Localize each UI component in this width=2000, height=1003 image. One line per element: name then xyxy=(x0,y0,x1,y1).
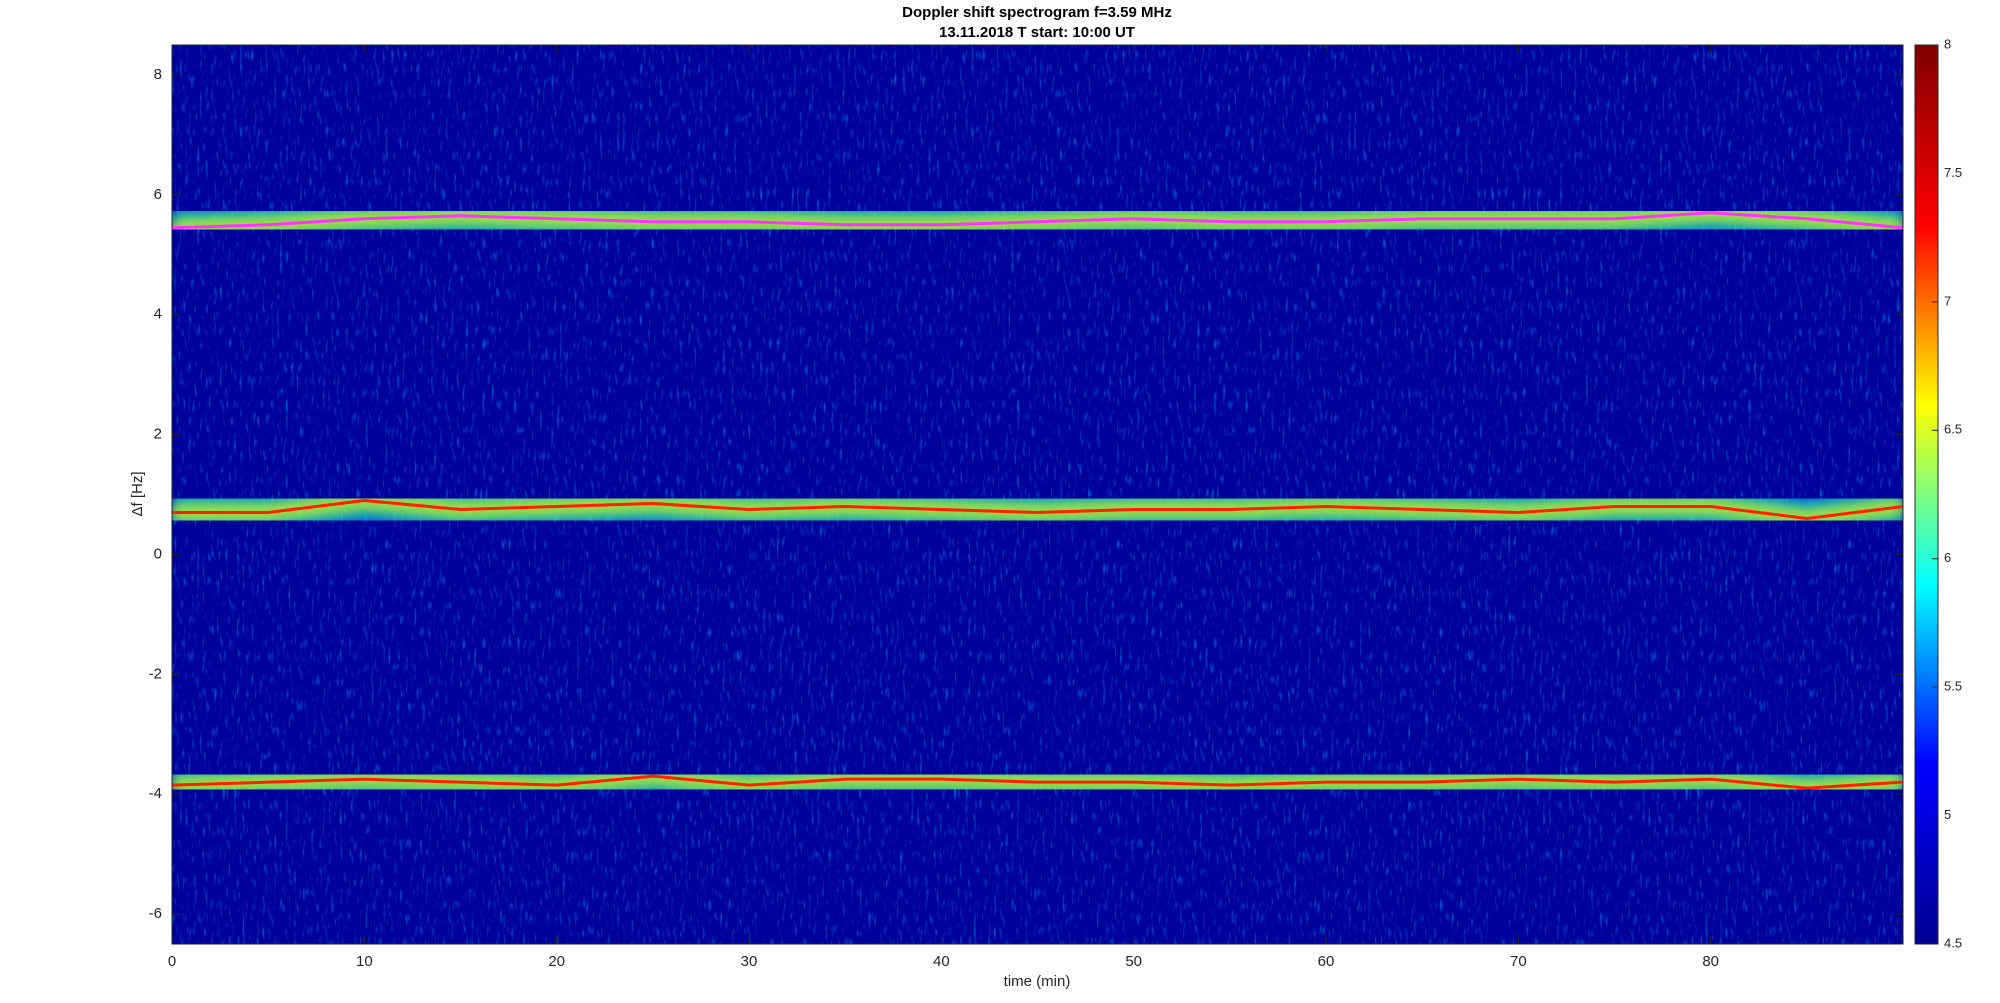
trace xyxy=(172,774,1903,790)
y-tick-label: -4 xyxy=(149,785,162,802)
plot-area xyxy=(172,45,1903,944)
x-tick-label: 20 xyxy=(548,953,565,970)
colorbar-tick-label: 6 xyxy=(1944,550,1951,565)
x-tick-label: 10 xyxy=(356,953,373,970)
y-tick-label: 6 xyxy=(154,186,162,203)
colorbar-tick-label: 5 xyxy=(1944,807,1951,822)
colorbar-tick-label: 4.5 xyxy=(1944,935,1962,950)
x-tick-label: 30 xyxy=(741,953,758,970)
x-axis-label: time (min) xyxy=(1004,973,1071,990)
x-tick-label: 70 xyxy=(1510,953,1527,970)
y-axis-label: Δf [Hz] xyxy=(129,471,146,516)
plot-frame xyxy=(171,44,1904,945)
x-tick-label: 40 xyxy=(933,953,950,970)
trace xyxy=(172,211,1903,230)
colorbar xyxy=(1914,44,1939,945)
y-tick-label: 0 xyxy=(154,545,162,562)
colorbar-tick-label: 8 xyxy=(1944,36,1951,51)
x-tick-label: 60 xyxy=(1318,953,1335,970)
x-tick-label: 50 xyxy=(1125,953,1142,970)
chart-subtitle: 13.11.2018 T start: 10:00 UT xyxy=(939,24,1135,41)
colorbar-tick-label: 6.5 xyxy=(1944,422,1962,437)
colorbar-tick-label: 7 xyxy=(1944,293,1951,308)
x-tick-label: 0 xyxy=(168,953,176,970)
colorbar-tick-label: 7.5 xyxy=(1944,165,1962,180)
y-tick-label: 8 xyxy=(154,66,162,83)
y-tick-label: 4 xyxy=(154,306,162,323)
colorbar-tick-label: 5.5 xyxy=(1944,679,1962,694)
y-tick-label: -2 xyxy=(149,665,162,682)
y-tick-label: -6 xyxy=(149,905,162,922)
chart-title: Doppler shift spectrogram f=3.59 MHz xyxy=(902,4,1172,21)
x-tick-label: 80 xyxy=(1702,953,1719,970)
trace xyxy=(172,498,1903,520)
y-tick-label: 2 xyxy=(154,426,162,443)
